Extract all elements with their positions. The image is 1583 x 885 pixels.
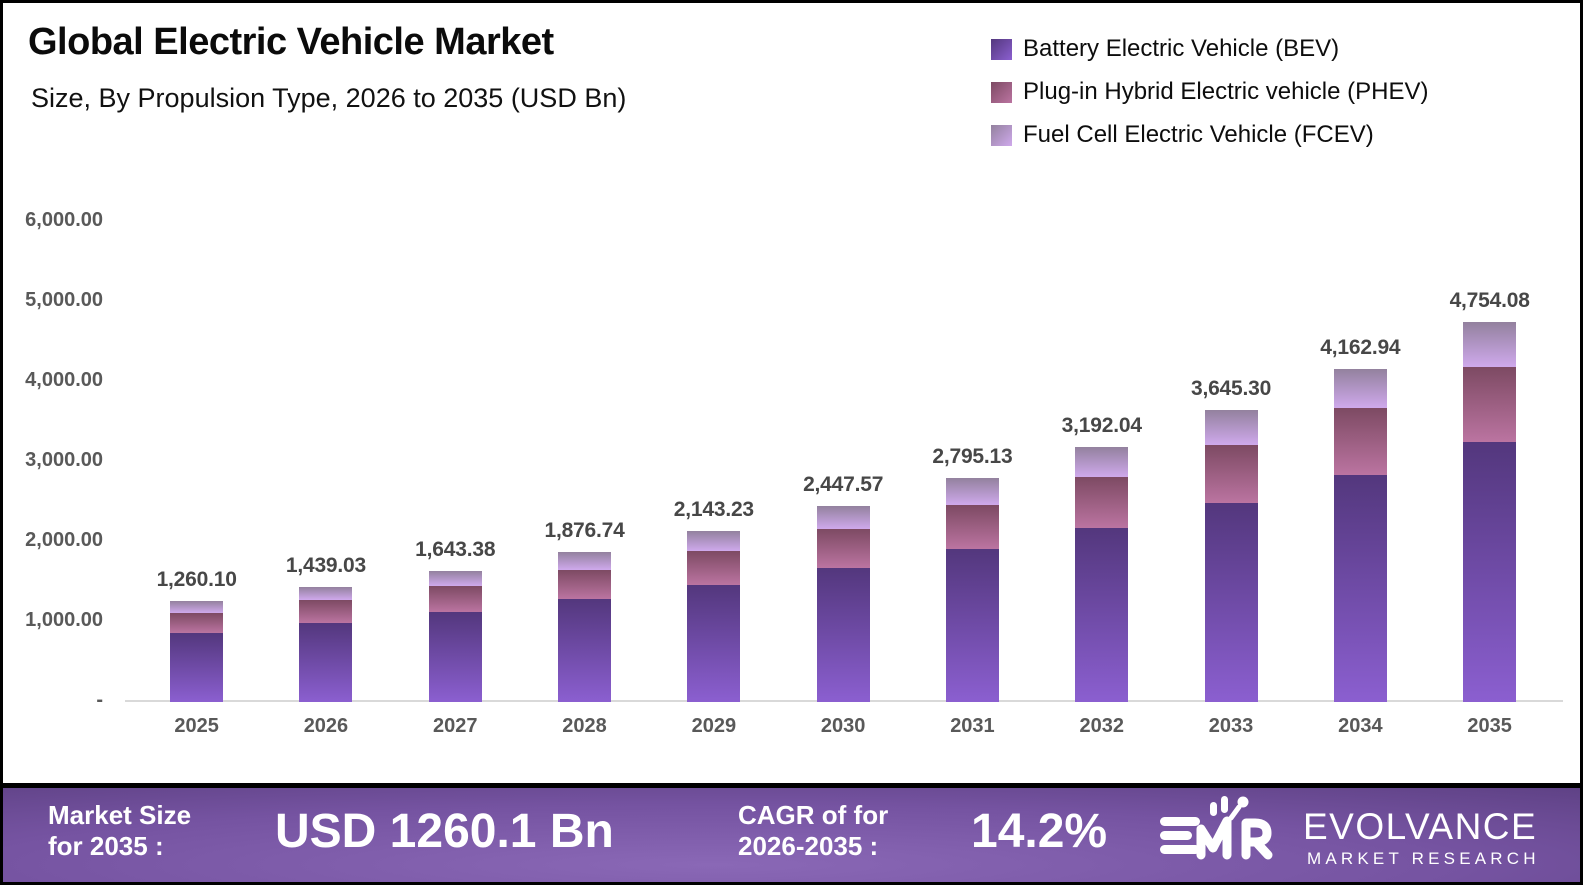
bar-2026-fcev: [299, 586, 353, 601]
cagr-label-line1: CAGR of for: [738, 800, 889, 830]
bar-2034-bev: [1333, 474, 1387, 702]
bar-2027-fcev: [428, 570, 482, 587]
bar-2035-fcev: [1463, 321, 1517, 367]
bar-2030-fcev: [816, 506, 870, 530]
legend-item-bev: Battery Electric Vehicle (BEV): [991, 35, 1428, 63]
bar-2025-fcev: [170, 601, 224, 614]
x-category-label: 2033: [1208, 715, 1254, 737]
x-category-label: 2031: [950, 715, 995, 737]
bar-2031-fcev: [945, 478, 999, 505]
bar-2031-bev: [945, 549, 999, 702]
cagr-label: CAGR of for 2026-2035 :: [738, 800, 888, 862]
bar-2027-bev: [428, 612, 482, 702]
x-category-label: 2032: [1079, 715, 1125, 737]
bar-total-label: 3,645.30: [1190, 377, 1272, 401]
bar-total-label: 4,754.08: [1449, 288, 1530, 312]
x-category-label: 2027: [433, 715, 478, 737]
fcev-swatch-icon: [991, 124, 1012, 146]
brand-tagline: MARKET RESEARCH: [1307, 848, 1540, 868]
bar-total-label: 2,447.57: [803, 473, 884, 497]
bar-2034-fcev: [1333, 368, 1387, 409]
market-size-value: USD 1260.1 Bn: [275, 805, 614, 858]
bar-2032-phev: [1075, 476, 1129, 528]
brand-name: EVOLVANCE: [1303, 805, 1538, 847]
x-category-label: 2030: [820, 715, 866, 737]
bar-2033-bev: [1204, 502, 1258, 702]
y-tick-label: 2,000.00: [25, 529, 103, 551]
bar-total-label: 3,192.04: [1061, 413, 1142, 437]
x-category-label: 2026: [303, 715, 349, 737]
plot-area: 6,000.00 5,000.00 4,000.00 3,000.00 2,000.00…: [3, 3, 1580, 882]
bar-2028-bev: [558, 599, 612, 702]
y-tick-label: 3,000.00: [25, 449, 103, 471]
market-size-label-line1: Market Size: [48, 800, 192, 830]
brand-text: EVOLVANCE MARKET RESEARCH: [1303, 806, 1540, 869]
bar-2032-fcev: [1075, 446, 1129, 477]
y-tick-label: 1,000.00: [25, 609, 103, 631]
bar-2032-bev: [1075, 527, 1129, 702]
bar-2028-phev: [558, 569, 612, 600]
bar-2031-phev: [945, 504, 999, 550]
bar-total-label: 2,143.23: [673, 497, 754, 521]
bar-2029-bev: [687, 584, 741, 702]
x-category-label: 2034: [1338, 715, 1383, 737]
phev-swatch-icon: [991, 81, 1012, 103]
bar-total-label: 2,795.13: [932, 445, 1013, 469]
cagr-label-line2: 2026-2035 :: [738, 831, 879, 861]
footer-banner: Market Size for 2035 : USD 1260.1 Bn CAG…: [3, 783, 1580, 882]
bar-2025-phev: [170, 613, 224, 634]
bar-2033-phev: [1204, 444, 1258, 503]
legend-item-phev: Plug-in Hybrid Electric vehicle (PHEV): [991, 78, 1428, 106]
legend-item-fcev: Fuel Cell Electric Vehicle (FCEV): [991, 121, 1428, 149]
bar-total-label: 1,643.38: [415, 537, 496, 561]
bar-2026-bev: [299, 623, 353, 702]
bar-2029-phev: [687, 550, 741, 585]
bev-swatch-icon: [991, 38, 1012, 60]
page-title: Global Electric Vehicle Market: [28, 21, 554, 63]
bar-2034-phev: [1333, 408, 1387, 475]
bar-2026-phev: [299, 600, 353, 624]
bar-2025-bev: [170, 633, 224, 702]
market-size-label-line2: for 2035 :: [48, 831, 164, 861]
bar-2028-fcev: [558, 551, 612, 570]
y-tick-label: 5,000.00: [25, 289, 103, 311]
bar-2035-phev: [1463, 366, 1517, 443]
bar-2030-phev: [816, 529, 870, 569]
emr-logo-icon: [1160, 796, 1273, 860]
bar-2029-fcev: [687, 530, 741, 551]
bar-total-label: 1,876.74: [544, 518, 625, 542]
y-tick-label: 4,000.00: [25, 369, 103, 391]
y-tick-label: 6,000.00: [25, 209, 103, 231]
legend-label-fcev: Fuel Cell Electric Vehicle (FCEV): [1023, 121, 1374, 148]
cagr-value: 14.2%: [971, 805, 1108, 858]
bar-total-label: 4,162.94: [1320, 335, 1401, 359]
legend-label-phev: Plug-in Hybrid Electric vehicle (PHEV): [1023, 78, 1429, 105]
x-category-label: 2029: [691, 715, 737, 737]
x-category-label: 2035: [1467, 715, 1512, 737]
legend-label-bev: Battery Electric Vehicle (BEV): [1023, 35, 1340, 62]
page-subtitle: Size, By Propulsion Type, 2026 to 2035 (…: [31, 83, 627, 113]
bar-2027-phev: [428, 586, 482, 613]
y-tick-label: -: [96, 689, 103, 711]
bar-2033-fcev: [1204, 410, 1258, 445]
legend: Battery Electric Vehicle (BEV) Plug-in H…: [991, 35, 1428, 149]
bar-total-label: 1,260.10: [156, 568, 237, 592]
market-size-label: Market Size for 2035 :: [48, 800, 191, 862]
bar-2030-bev: [816, 568, 870, 702]
x-category-label: 2028: [562, 715, 607, 737]
bar-total-label: 1,439.03: [285, 553, 367, 577]
company-logo: EVOLVANCE MARKET RESEARCH: [1153, 793, 1540, 877]
x-category-label: 2025: [174, 715, 219, 737]
bar-2035-bev: [1463, 442, 1517, 702]
